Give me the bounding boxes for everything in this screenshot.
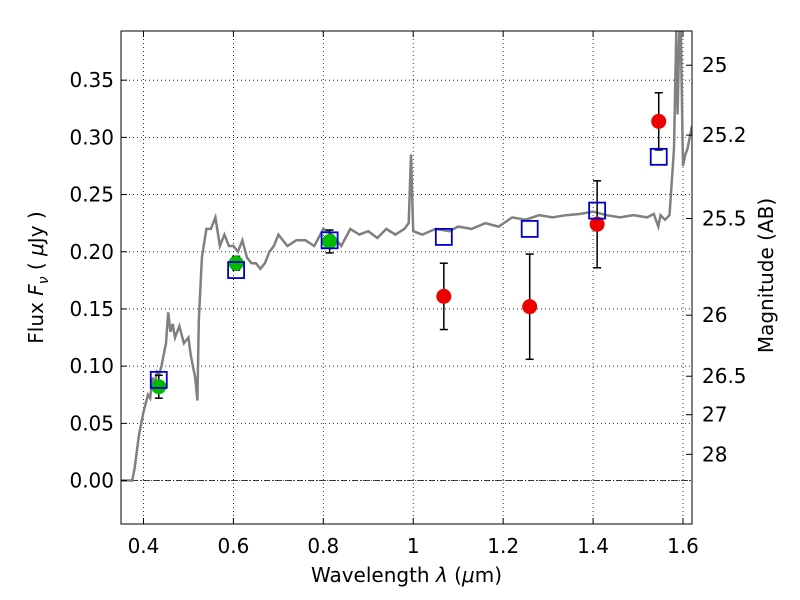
data-point-square bbox=[320, 231, 339, 250]
magnitude-tick-label: 25.2 bbox=[702, 123, 747, 147]
y-tick-label: 0.35 bbox=[69, 68, 114, 92]
x-tick-label: 1.6 bbox=[667, 534, 699, 558]
magnitude-tick-label: 25.5 bbox=[702, 206, 747, 230]
x-tick-label: 0.8 bbox=[307, 534, 339, 558]
plot-frame bbox=[120, 30, 693, 525]
y-tick-label: 0.10 bbox=[69, 354, 114, 378]
y-tick-label: 0.05 bbox=[69, 411, 114, 435]
spectrum-line bbox=[121, 31, 692, 482]
y-tick-label: 0.20 bbox=[69, 240, 114, 264]
x-tick-label: 0.6 bbox=[217, 534, 249, 558]
magnitude-tick-label: 26.5 bbox=[702, 364, 747, 388]
template-spectrum bbox=[121, 31, 692, 482]
data-point-circle bbox=[151, 379, 167, 395]
magnitude-tick-label: 28 bbox=[702, 442, 727, 466]
data-point-square bbox=[588, 201, 607, 220]
data-point-square bbox=[434, 227, 453, 246]
data-point-circle bbox=[436, 288, 452, 304]
tick-labels: 0.4 0.6 0.8 1 1.2 1.4 1.6 0.00 0.05 0.10 0.15 0.20 0… bbox=[69, 68, 698, 558]
x-tick-label: 1 bbox=[407, 534, 420, 558]
x-tick-label: 1.4 bbox=[577, 534, 609, 558]
magnitude-tick-label: 27 bbox=[702, 403, 727, 427]
y-tick-label: 0.25 bbox=[69, 183, 114, 207]
magnitude-tick-label: 26 bbox=[702, 303, 727, 327]
data-point-circle bbox=[228, 255, 244, 271]
magnitude-tick-label: 25 bbox=[702, 53, 727, 77]
data-point-circle bbox=[589, 216, 605, 232]
magnitude-axis-label: Magnitude (AB) bbox=[754, 198, 778, 353]
y-tick-label: 0.00 bbox=[69, 469, 114, 493]
data-point-square bbox=[649, 147, 668, 166]
magnitude-ticks: 25 25.2 25.5 26 26.5 27 28 bbox=[686, 53, 747, 466]
axis-ticks bbox=[121, 31, 684, 524]
data-point-circle bbox=[522, 299, 538, 315]
data-point-circle bbox=[322, 233, 338, 249]
x-tick-label: 0.4 bbox=[128, 534, 160, 558]
y-axis-label: Flux Fν ( μJy ) bbox=[24, 211, 52, 343]
x-tick-label: 1.2 bbox=[487, 534, 519, 558]
data-point-square bbox=[520, 219, 539, 238]
data-point-square bbox=[149, 370, 168, 389]
data-point-square bbox=[227, 261, 245, 279]
y-tick-label: 0.15 bbox=[69, 297, 114, 321]
x-axis-label: Wavelength λ (μm) bbox=[311, 563, 502, 587]
data-point-circle bbox=[651, 113, 667, 129]
y-tick-label: 0.30 bbox=[69, 125, 114, 149]
data-markers bbox=[149, 113, 668, 395]
